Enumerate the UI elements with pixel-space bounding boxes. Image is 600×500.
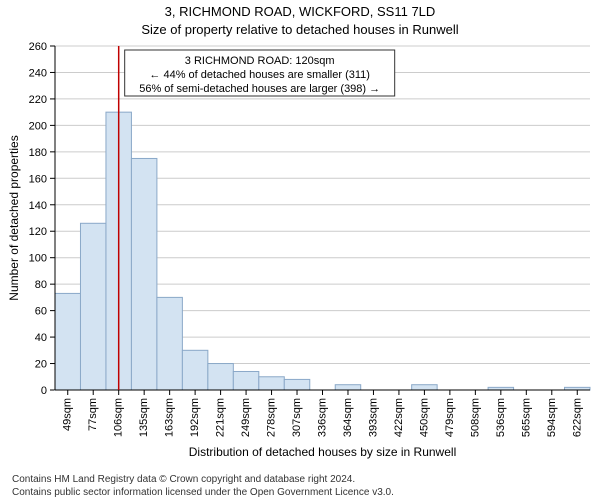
footer-line2: Contains public sector information licen… xyxy=(12,487,394,498)
chart-subtitle: Size of property relative to detached ho… xyxy=(141,22,458,37)
x-axis-label: Distribution of detached houses by size … xyxy=(189,445,456,459)
x-tick-label: 163sqm xyxy=(164,398,176,437)
y-tick-label: 20 xyxy=(35,359,47,371)
y-tick-label: 260 xyxy=(29,41,47,53)
y-tick-label: 200 xyxy=(29,120,47,132)
histogram-bar xyxy=(182,350,207,390)
y-tick-label: 80 xyxy=(35,279,47,291)
x-tick-label: 536sqm xyxy=(495,398,507,437)
histogram-bar xyxy=(131,158,156,390)
x-tick-label: 422sqm xyxy=(393,398,405,437)
x-tick-label: 508sqm xyxy=(469,398,481,437)
x-tick-label: 278sqm xyxy=(266,398,278,437)
x-tick-label: 594sqm xyxy=(546,398,558,437)
x-tick-label: 565sqm xyxy=(520,398,532,437)
y-tick-label: 140 xyxy=(29,200,47,212)
x-tick-label: 479sqm xyxy=(444,398,456,437)
y-tick-label: 40 xyxy=(35,332,47,344)
x-tick-label: 450sqm xyxy=(418,398,430,437)
histogram-bar xyxy=(412,385,437,390)
chart-title: 3, RICHMOND ROAD, WICKFORD, SS11 7LD xyxy=(165,4,436,19)
footer-line1: Contains HM Land Registry data © Crown c… xyxy=(12,474,355,485)
y-tick-label: 0 xyxy=(41,385,47,397)
y-tick-label: 240 xyxy=(29,67,47,79)
x-tick-label: 77sqm xyxy=(87,398,99,431)
histogram-bar xyxy=(157,297,182,390)
x-tick-label: 106sqm xyxy=(113,398,125,437)
x-tick-label: 622sqm xyxy=(571,398,583,437)
y-tick-label: 180 xyxy=(29,147,47,159)
callout-line2: ← 44% of detached houses are smaller (31… xyxy=(149,69,370,81)
y-axis-label: Number of detached properties xyxy=(7,135,21,300)
callout-line3: 56% of semi-detached houses are larger (… xyxy=(139,83,380,95)
x-tick-label: 393sqm xyxy=(367,398,379,437)
histogram-bar xyxy=(233,371,258,390)
x-tick-label: 135sqm xyxy=(138,398,150,437)
histogram-bar xyxy=(259,377,284,390)
histogram-bar xyxy=(55,293,80,390)
y-tick-label: 100 xyxy=(29,253,47,265)
histogram-bar xyxy=(80,223,105,390)
callout-line1: 3 RICHMOND ROAD: 120sqm xyxy=(185,55,335,67)
y-tick-label: 120 xyxy=(29,226,47,238)
x-tick-label: 49sqm xyxy=(62,398,74,431)
x-tick-label: 336sqm xyxy=(317,398,329,437)
histogram-bar xyxy=(208,364,233,390)
x-tick-label: 249sqm xyxy=(240,398,252,437)
y-tick-label: 60 xyxy=(35,306,47,318)
histogram-bar xyxy=(335,385,360,390)
x-tick-label: 307sqm xyxy=(291,398,303,437)
histogram-bar xyxy=(284,379,309,390)
y-tick-label: 220 xyxy=(29,94,47,106)
x-tick-label: 192sqm xyxy=(189,398,201,437)
x-tick-label: 221sqm xyxy=(215,398,227,437)
y-tick-label: 160 xyxy=(29,173,47,185)
x-tick-label: 364sqm xyxy=(342,398,354,437)
